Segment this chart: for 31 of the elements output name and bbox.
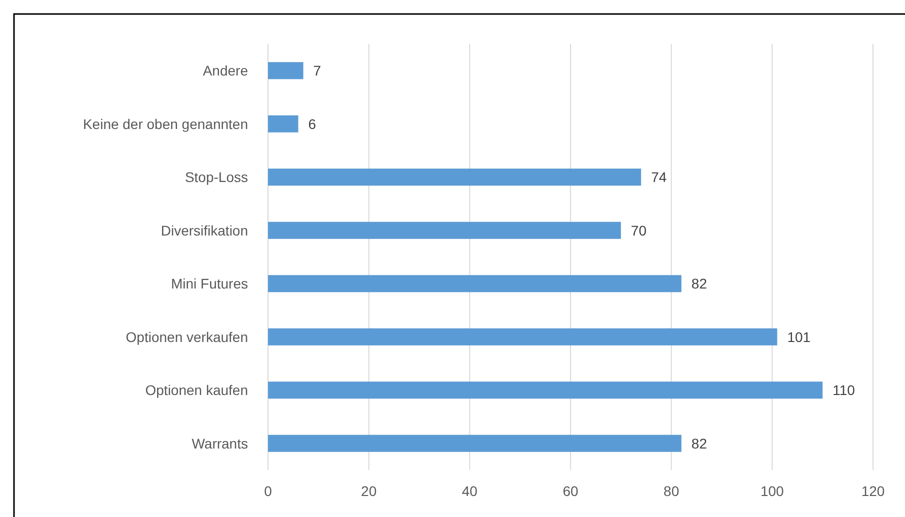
bar — [268, 115, 298, 132]
bar — [268, 275, 682, 292]
x-tick-label: 100 — [760, 483, 784, 499]
bar — [268, 62, 304, 80]
data-label: 74 — [651, 169, 667, 186]
y-tick-label: Warrants — [192, 435, 248, 452]
y-tick-label: Andere — [202, 62, 248, 79]
x-tick-label: 20 — [361, 483, 377, 499]
data-label: 82 — [691, 276, 708, 292]
y-tick-label: Optionen verkaufen — [126, 328, 248, 345]
y-tick-label: Mini Futures — [170, 276, 248, 292]
y-tick-label: Diversifikation — [160, 222, 248, 238]
y-tick-label: Keine der oben genannten — [82, 116, 248, 132]
data-label: 70 — [630, 222, 647, 238]
data-label: 6 — [308, 116, 316, 132]
data-label: 82 — [691, 435, 708, 452]
x-tick-label: 0 — [264, 483, 272, 499]
y-tick-label: Optionen kaufen — [145, 382, 248, 398]
data-label: 110 — [832, 382, 856, 398]
bar — [268, 222, 621, 239]
x-tick-label: 40 — [462, 483, 478, 499]
bar — [268, 328, 778, 346]
data-label: 7 — [313, 62, 322, 79]
x-tick-label: 60 — [562, 483, 578, 499]
data-label: 101 — [787, 328, 811, 345]
x-tick-label: 80 — [664, 483, 680, 499]
y-tick-label: Stop-Loss — [184, 169, 248, 186]
x-tick-label: 120 — [861, 483, 885, 499]
bar — [268, 434, 682, 452]
bar — [268, 382, 823, 399]
bar — [268, 168, 642, 186]
